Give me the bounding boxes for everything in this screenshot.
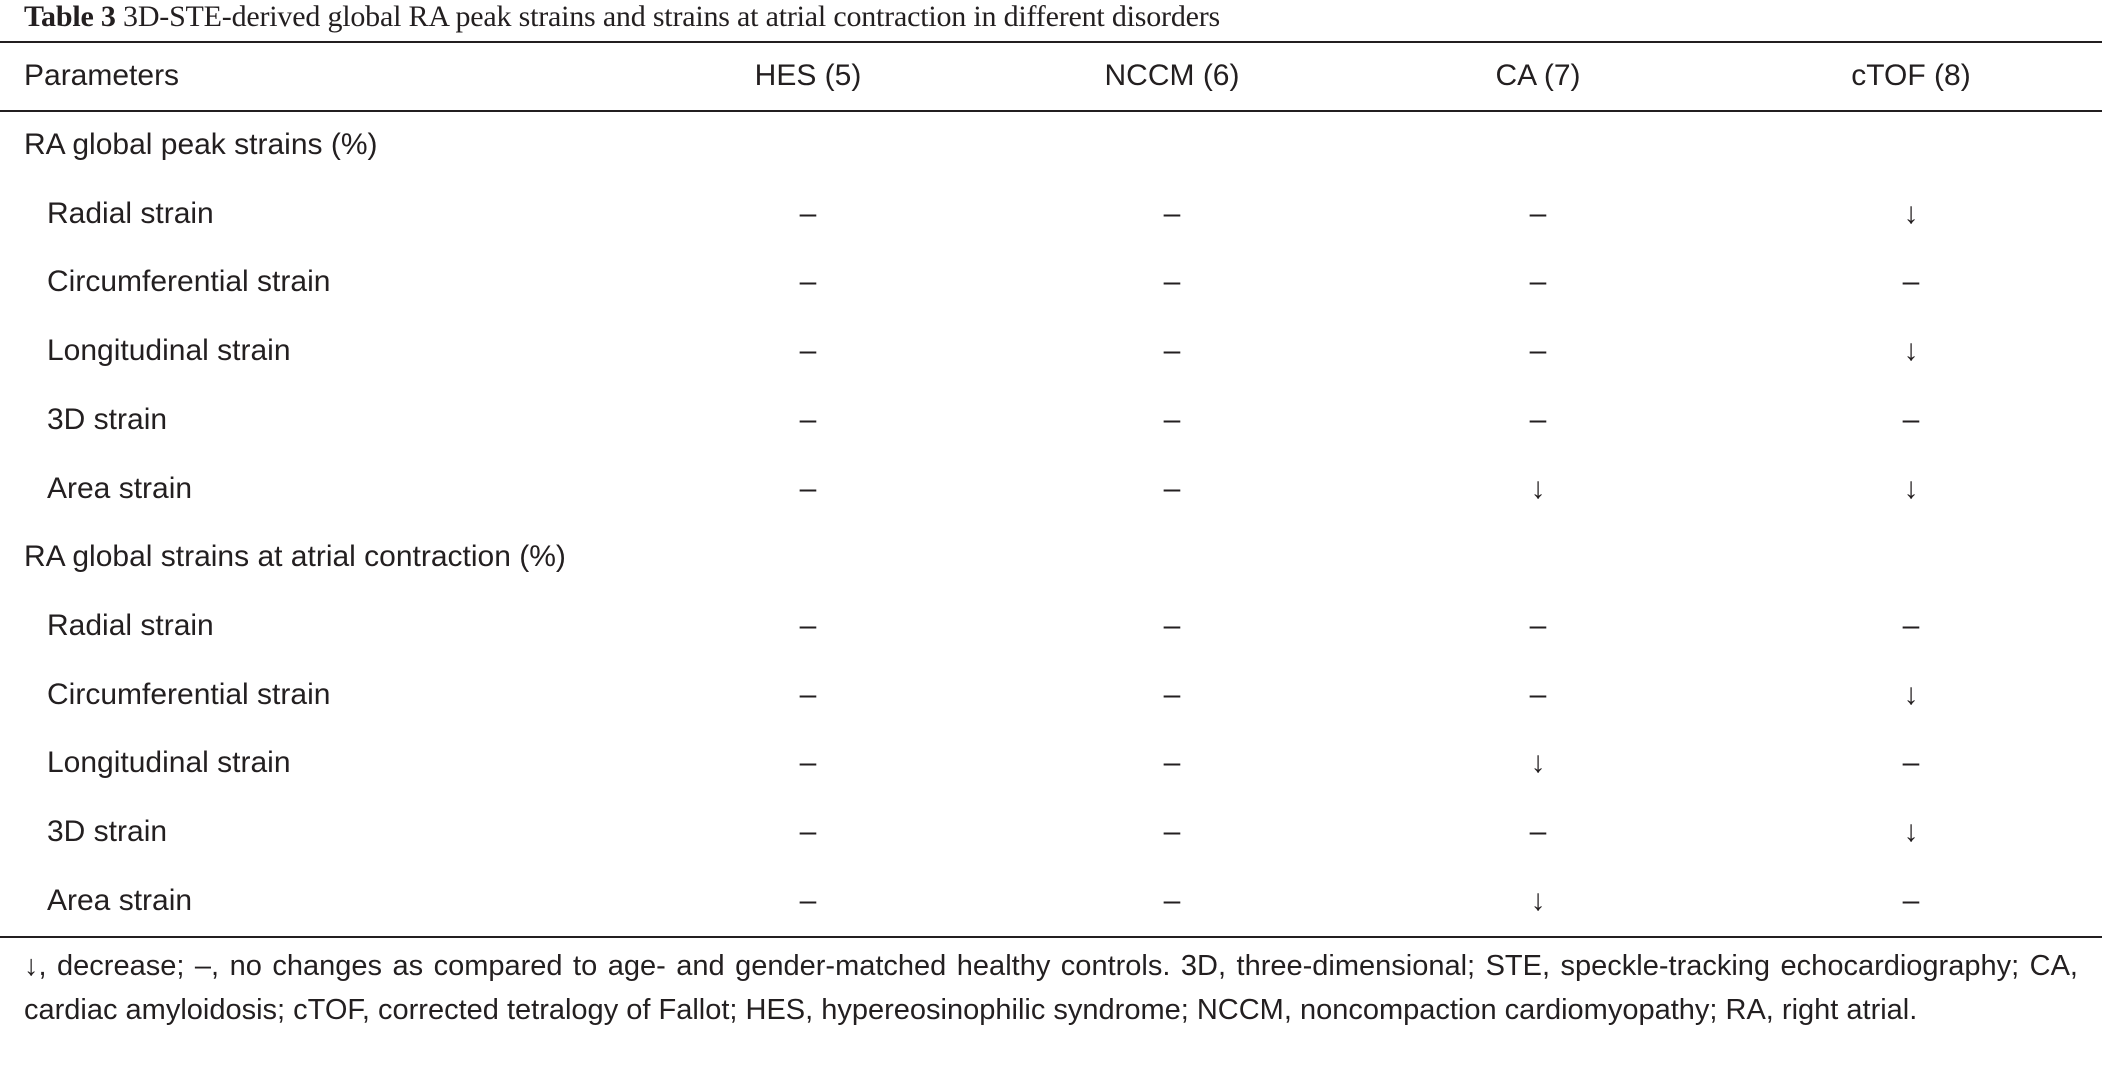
- cell-nccm: –: [1163, 196, 1181, 230]
- cell-nccm: –: [1163, 334, 1181, 368]
- column-header-ca: CA (7): [1495, 59, 1581, 92]
- cell-ca: ↓: [1530, 883, 1546, 917]
- row-label: Radial strain: [47, 608, 214, 642]
- cell-ctof: –: [1902, 746, 1920, 780]
- table-row: 3D strain – – – –: [0, 386, 2102, 454]
- column-header-ctof: cTOF (8): [1851, 59, 1971, 92]
- cell-hes: –: [799, 265, 817, 299]
- cell-hes: –: [799, 677, 817, 711]
- table-row: 3D strain – – – ↓: [0, 798, 2102, 866]
- cell-ctof: –: [1902, 883, 1920, 917]
- row-label: Area strain: [47, 471, 193, 505]
- section-label: RA global peak strains (%): [24, 128, 378, 161]
- table-row: Radial strain – – – ↓: [0, 180, 2102, 248]
- row-label: 3D strain: [47, 402, 168, 436]
- cell-nccm: –: [1163, 265, 1181, 299]
- table-row: Circumferential strain – – – ↓: [0, 661, 2102, 729]
- table-caption-text: 3D-STE-derived global RA peak strains an…: [123, 0, 1221, 33]
- cell-hes: –: [799, 746, 817, 780]
- cell-ca: ↓: [1530, 746, 1546, 780]
- row-label: 3D strain: [47, 815, 168, 848]
- table-row: Longitudinal strain – – – ↓: [0, 317, 2102, 385]
- cell-hes: –: [799, 471, 817, 505]
- cell-nccm: –: [1163, 883, 1181, 917]
- table-section-row: RA global strains at atrial contraction …: [0, 523, 2102, 591]
- cell-ctof: ↓: [1903, 196, 1919, 230]
- row-label: Area strain: [47, 883, 193, 917]
- cell-hes: –: [799, 815, 817, 848]
- column-header-hes: HES (5): [754, 59, 862, 92]
- table-row: Radial strain – – – –: [0, 592, 2102, 660]
- cell-ctof: –: [1902, 402, 1920, 436]
- row-label: Longitudinal strain: [47, 334, 291, 368]
- table-header-row: Parameters HES (5) NCCM (6) CA (7) cTOF …: [0, 42, 2102, 110]
- cell-ca: –: [1529, 677, 1547, 711]
- cell-ctof: ↓: [1903, 815, 1919, 848]
- table-row: Longitudinal strain – – ↓ –: [0, 729, 2102, 797]
- table-row: Circumferential strain – – – –: [0, 248, 2102, 316]
- cell-nccm: –: [1163, 608, 1181, 642]
- table-section-row: RA global peak strains (%): [0, 111, 2102, 179]
- row-label: Circumferential strain: [47, 677, 331, 711]
- column-header-nccm: NCCM (6): [1104, 59, 1240, 92]
- cell-ca: –: [1529, 334, 1547, 368]
- cell-ca: –: [1529, 608, 1547, 642]
- row-label: Circumferential strain: [47, 265, 331, 299]
- table-row: Area strain – – ↓ –: [0, 867, 2102, 935]
- cell-hes: –: [799, 402, 817, 436]
- cell-ca: ↓: [1530, 471, 1546, 505]
- table-header-rule: [0, 110, 2102, 112]
- row-label: Longitudinal strain: [47, 746, 291, 780]
- cell-ctof: –: [1902, 608, 1920, 642]
- cell-hes: –: [799, 608, 817, 642]
- cell-nccm: –: [1163, 471, 1181, 505]
- row-label: Radial strain: [47, 196, 214, 230]
- cell-ca: –: [1529, 402, 1547, 436]
- cell-nccm: –: [1163, 815, 1181, 848]
- cell-hes: –: [799, 334, 817, 368]
- cell-ctof: ↓: [1903, 471, 1919, 505]
- table-bottom-rule: [0, 936, 2102, 938]
- cell-ca: –: [1529, 265, 1547, 299]
- column-header-parameters: Parameters: [24, 59, 180, 92]
- cell-ctof: ↓: [1903, 677, 1919, 711]
- cell-ctof: ↓: [1903, 334, 1919, 368]
- cell-ca: –: [1529, 196, 1547, 230]
- cell-ca: –: [1529, 815, 1547, 848]
- table-caption: Table 3 3D-STE-derived global RA peak st…: [24, 0, 1220, 38]
- cell-nccm: –: [1163, 402, 1181, 436]
- cell-nccm: –: [1163, 677, 1181, 711]
- cell-ctof: –: [1902, 265, 1920, 299]
- cell-hes: –: [799, 883, 817, 917]
- table-footnote: ↓, decrease; –, no changes as compared t…: [24, 950, 2078, 1026]
- table-top-rule: [0, 41, 2102, 43]
- table-row: Area strain – – ↓ ↓: [0, 455, 2102, 523]
- section-label: RA global strains at atrial contraction …: [24, 540, 566, 574]
- cell-hes: –: [799, 196, 817, 230]
- cell-nccm: –: [1163, 746, 1181, 780]
- table-caption-label: Table 3: [24, 0, 116, 33]
